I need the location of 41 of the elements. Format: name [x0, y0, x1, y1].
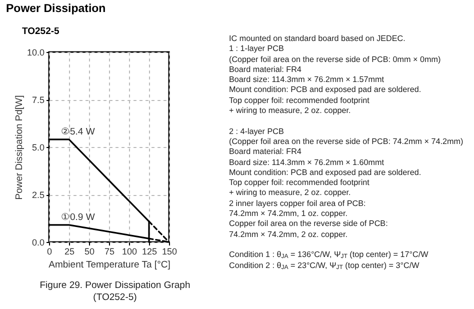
text: + wiring to measure, 2 oz. copper. [229, 188, 352, 199]
chart-subtitle: TO252-5 [22, 26, 60, 37]
text: (TO252-5) [92, 292, 138, 304]
text: 74.2mm × 74.2mm, 1 oz. copper. [229, 209, 349, 220]
x-tick-label: 0 [46, 246, 52, 256]
x-tick-label: 50 [84, 246, 95, 256]
text: Board size: 114.3mm × 76.2mm × 1.60mmt [229, 158, 386, 168]
y-tick-label: 7.5 [32, 95, 44, 105]
y-tick-label: 0.0 [32, 238, 44, 248]
x-tick-label: 125 [142, 246, 158, 256]
text: 2 : 4-layer PCB [229, 126, 285, 137]
text: Mount condition: PCB and exposed pad are soldered. [229, 85, 422, 96]
x-tick-label: 150 [162, 246, 178, 256]
x-tick-label: 75 [104, 246, 115, 256]
text: Board material: FR4 [229, 64, 302, 76]
x-axis-title: Ambient Temperature Ta [°C] [48, 260, 170, 270]
y-tick-label: 10.0 [26, 48, 44, 58]
text: 2 inner layers copper foil area of PCB: [229, 198, 367, 210]
text: Top copper foil: recommended footprint [229, 96, 370, 106]
text: Top copper foil: recommended footprint [229, 178, 370, 188]
text: 74.2mm × 74.2mm, 2 oz. copper. [229, 230, 349, 240]
text: + wiring to measure, 2 oz. copper. [229, 106, 352, 116]
x-tick-label: 25 [64, 246, 75, 256]
x-tick-label: 100 [122, 246, 138, 256]
text: Mount condition: PCB and exposed pad are soldered. [229, 168, 422, 178]
text: Condition 2 : θ$_{JA}$ = 23°C/W, Ψ$_{JT}$ (top center) = 3°C/W [229, 260, 420, 271]
text: Board size: 114.3mm × 76.2mm × 1.57mmt [229, 75, 386, 86]
text: 1 : 1-layer PCB [229, 44, 285, 55]
annotation: ①0.9 W [61, 212, 95, 223]
text: Copper foil area on the reverse side of PCB: [229, 219, 389, 230]
text: Condition 1 : θ$_{JA}$ = 136°C/W, Ψ$_{JT}$ (top center) = 17°C/W [229, 250, 430, 261]
y-axis-title: Power Dissipation Pd[W] [14, 95, 25, 200]
text: Board material: FR4 [229, 147, 302, 158]
annotation: ②5.4 W [61, 126, 95, 138]
caption: Figure 29. Power Dissipation Graph [38, 280, 192, 292]
y-tick-label: 2.5 [32, 190, 44, 200]
y-tick-label: 5.0 [32, 142, 44, 152]
text: IC mounted on standard board based on JEDEC. [229, 34, 406, 44]
text: (Copper foil area on the reverse side of PCB: 0mm × 0mm) [229, 54, 442, 65]
text: (Copper foil area on the reverse side of PCB: 74.2mm × 74.2mm) [229, 136, 464, 148]
chart-title: Power Dissipation [6, 3, 106, 15]
